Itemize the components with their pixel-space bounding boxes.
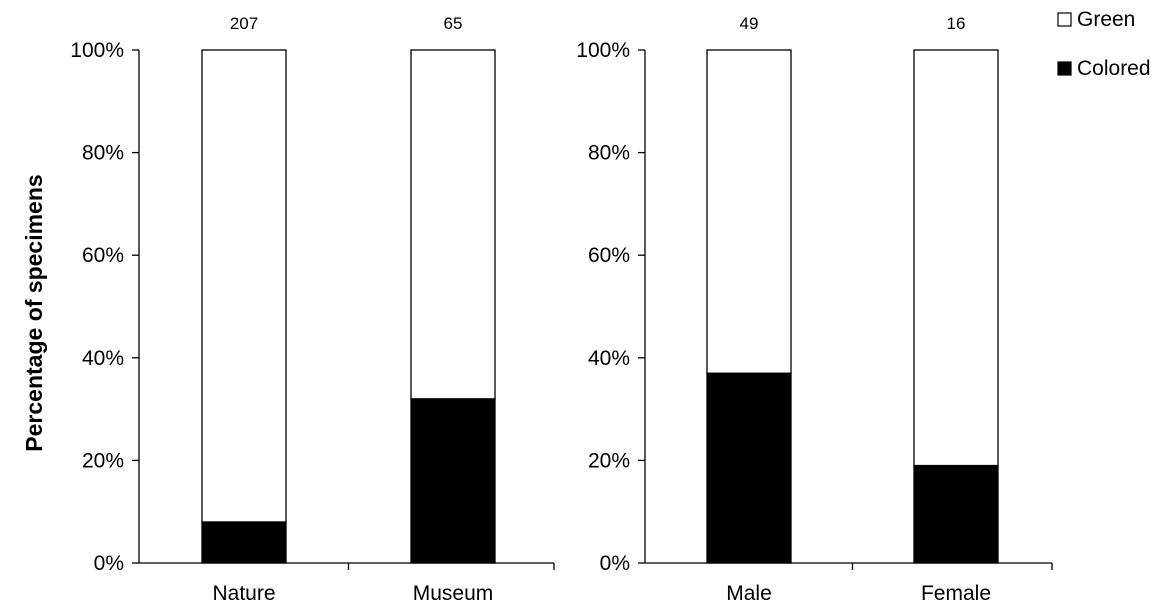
legend-item-colored: Colored	[1057, 57, 1151, 80]
bar-colored-male	[706, 372, 792, 564]
bar-total-label: 49	[740, 14, 759, 33]
panel-male-female: 0% 20% 40% 60% 80% 100% Male 49 Female 16	[576, 14, 1053, 605]
bar-total-label: 16	[947, 14, 966, 33]
legend-label-colored: Colored	[1077, 57, 1151, 80]
x-tick-label: Male	[726, 582, 772, 605]
bar-total-label: 65	[444, 14, 463, 33]
y-tick-label: 60%	[588, 244, 630, 267]
bar-colored-nature	[201, 521, 287, 564]
y-tick-label: 100%	[70, 39, 124, 62]
y-tick-label: 40%	[82, 347, 124, 370]
y-axis-title: Percentage of specimens	[21, 174, 47, 451]
panel-nature-museum: 0% 20% 40% 60% 80% 100% Nature 207 Museum 65	[70, 14, 555, 605]
x-tick-label: Nature	[212, 582, 275, 605]
bar-colored-female	[913, 464, 999, 564]
x-tick-label: Museum	[413, 582, 494, 605]
bar-green-female	[913, 49, 999, 467]
bar-total-label: 207	[230, 14, 258, 33]
y-tick-label: 0%	[600, 552, 630, 575]
legend-item-green: Green	[1057, 8, 1135, 31]
y-tick-label: 100%	[576, 39, 630, 62]
bar-colored-museum	[410, 398, 496, 564]
y-tick-label: 40%	[588, 347, 630, 370]
x-tick-label: Female	[921, 582, 991, 605]
bar-green-nature	[201, 49, 287, 523]
y-tick-label: 0%	[94, 552, 124, 575]
y-tick-label: 80%	[588, 142, 630, 165]
y-tick-label: 80%	[82, 142, 124, 165]
y-tick-label: 20%	[588, 449, 630, 472]
y-tick-label: 60%	[82, 244, 124, 267]
bar-green-museum	[410, 49, 496, 400]
legend-swatch-colored	[1057, 61, 1072, 76]
legend-swatch-green	[1057, 12, 1072, 27]
legend: Green Colored	[1057, 8, 1151, 80]
y-tick-label: 20%	[82, 449, 124, 472]
legend-label-green: Green	[1077, 8, 1135, 31]
bar-green-male	[706, 49, 792, 374]
